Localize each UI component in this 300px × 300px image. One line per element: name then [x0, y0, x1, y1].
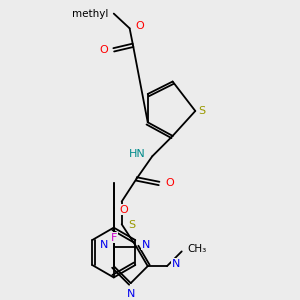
Text: F: F	[111, 233, 117, 243]
Text: N: N	[142, 240, 150, 250]
Text: S: S	[128, 220, 136, 230]
Text: N: N	[100, 240, 108, 250]
Text: O: O	[99, 45, 108, 55]
Text: methyl: methyl	[72, 9, 108, 19]
Text: HN: HN	[129, 149, 146, 159]
Text: O: O	[135, 21, 144, 31]
Text: N: N	[172, 259, 180, 269]
Text: S: S	[199, 106, 206, 116]
Text: O: O	[166, 178, 175, 188]
Text: N: N	[127, 289, 135, 299]
Text: CH₃: CH₃	[188, 244, 207, 254]
Text: O: O	[119, 205, 128, 214]
